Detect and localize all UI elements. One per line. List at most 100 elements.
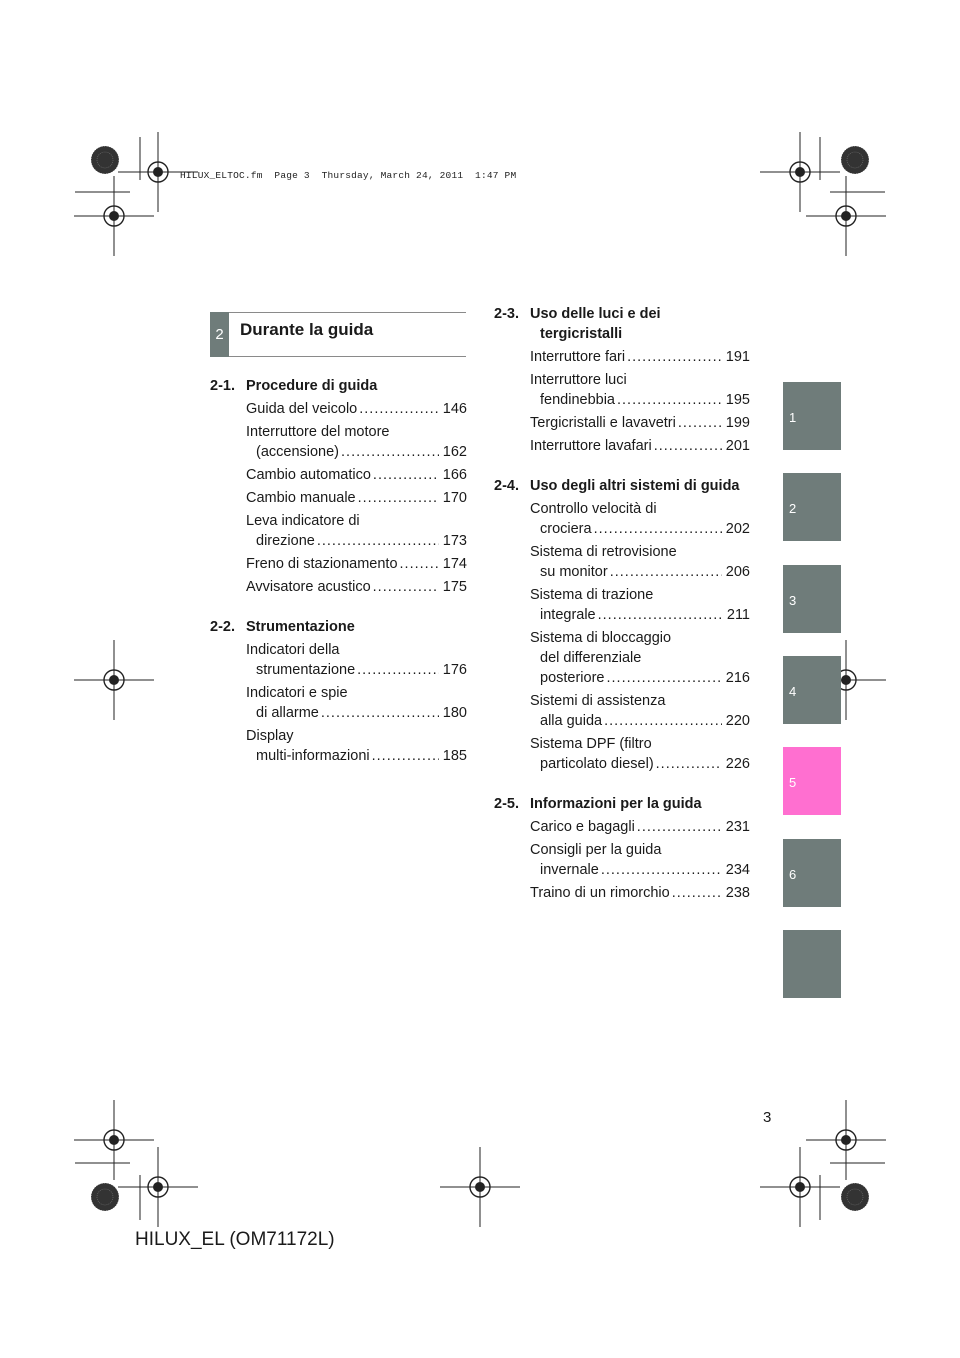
group-number: 2-1. [210,378,235,394]
group-heading[interactable]: 2-4. Uso degli altri sistemi di guida [494,476,750,496]
toc-entry[interactable]: Consigli per la guida invernale 234 [494,840,750,880]
chapter-tab-3[interactable]: 3 [783,565,841,633]
entry-title-cont: fendinebbia [540,392,615,408]
footer-code: HILUX_EL (OM71172L) [135,1229,335,1250]
entry-title: Interruttore luci [530,372,627,388]
toc-entry[interactable]: Interruttore del motore (accensione) 162 [210,422,467,462]
group-number: 2-3. [494,306,519,322]
crosshair-icon [759,131,841,213]
entry-title-cont: di allarme [256,705,319,721]
entry-page: 211 [726,607,750,623]
entry-page: 201 [725,438,750,454]
dot-leader [373,577,439,597]
toc-entry[interactable]: Sistema di retrovisione su monitor 206 [494,542,750,582]
wheel-mark-icon [90,1182,120,1212]
chapter-tab-label: 5 [789,775,797,790]
toc-entry[interactable]: Guida del veicolo 146 [210,399,467,419]
entry-last-line: di allarme 180 [246,703,467,723]
toc-entry[interactable]: Display multi-informazioni 185 [210,726,467,766]
dot-leader [654,436,722,456]
toc-entry[interactable]: Sistema di bloccaggio del differenziale po… [494,628,750,688]
entry-page: 191 [725,349,750,365]
group-heading[interactable]: 2-5. Informazioni per la guida [494,794,750,814]
crosshair-icon [73,1099,155,1181]
entry-title-line2: del differenziale [540,650,642,666]
entry-line: Interruttore fari 191 [530,347,750,367]
toc-entry[interactable]: Sistemi di assistenza alla guida 220 [494,691,750,731]
entry-title-cont: alla guida [540,713,603,729]
entry-last-line: alla guida 220 [530,711,750,731]
dot-leader [359,399,439,419]
entry-line: Tergicristalli e lavavetri 199 [530,413,750,433]
entry-title: Tergicristalli e lavavetri [530,415,676,431]
toc-entry[interactable]: Leva indicatore di direzione 173 [210,511,467,551]
crosshair-icon [73,175,155,257]
crosshair-icon [117,1146,199,1228]
entry-title-cont: (accensione) [256,444,340,460]
chapter-tab-2[interactable]: 2 [783,473,841,541]
dot-leader [594,519,722,539]
chapter-tab-label: 4 [789,684,797,699]
chapter-tab-5[interactable]: 5 [783,747,841,815]
group-number: 2-2. [210,619,235,635]
dot-leader [341,442,439,462]
chapter-tab-4[interactable]: 4 [783,656,841,724]
chapter-tab-index[interactable] [783,930,841,998]
entry-title: Sistema di bloccaggio [530,630,672,646]
entry-last-line: su monitor 206 [530,562,750,582]
toc-entry[interactable]: Indicatori e spie di allarme 180 [210,683,467,723]
wheel-mark-icon [840,145,870,175]
toc-group: 2-3. Uso delle luci e dei tergicristalli In… [494,304,750,456]
entry-last-line: fendinebbia 195 [530,390,750,410]
toc-entry[interactable]: Controllo velocità di crociera 202 [494,499,750,539]
toc-entry[interactable]: Cambio automatico 166 [210,465,467,485]
toc-entry[interactable]: Interruttore lavafari 201 [494,436,750,456]
toc-entry[interactable]: Freno di stazionamento 174 [210,554,467,574]
toc-group: 2-4. Uso degli altri sistemi di guida Cont… [494,476,750,774]
dot-leader [678,413,722,433]
entry-last-line: direzione 173 [246,531,467,551]
toc-entry[interactable]: Avvisatore acustico 175 [210,577,467,597]
entry-title: Cambio automatico [246,467,371,483]
toc-entry[interactable]: Carico e bagagli 231 [494,817,750,837]
toc-entry[interactable]: Sistema DPF (filtro particolato diesel) 22… [494,734,750,774]
dot-leader [321,703,439,723]
toc-entry[interactable]: Traino di un rimorchio 238 [494,883,750,903]
entry-line: Interruttore lavafari 201 [530,436,750,456]
entry-page: 202 [725,521,750,537]
entry-title: Carico e bagagli [530,819,635,835]
crosshair-icon [805,1099,887,1181]
dot-leader [372,746,439,766]
entry-title: Consigli per la guida [530,842,662,858]
dot-leader [598,605,723,625]
entry-title: Interruttore fari [530,349,626,365]
toc-entry[interactable]: Interruttore luci fendinebbia 195 [494,370,750,410]
toc-entry[interactable]: Cambio manuale 170 [210,488,467,508]
chapter-tab-6[interactable]: 6 [783,839,841,907]
chapter-tab-1[interactable]: 1 [783,382,841,450]
chapter-tab-label: 3 [789,593,797,608]
entry-line: Guida del veicolo 146 [246,399,467,419]
section-number-tab: 2 [210,312,229,357]
entry-page: 170 [442,490,467,506]
group-heading[interactable]: 2-1. Procedure di guida [210,376,467,396]
toc-entry[interactable]: Tergicristalli e lavavetri 199 [494,413,750,433]
group-heading[interactable]: 2-3. Uso delle luci e dei tergicristalli [494,304,750,344]
toc-entry[interactable]: Indicatori della strumentazione 176 [210,640,467,680]
entry-page: 176 [442,662,467,678]
entry-title-cont: posteriore [540,670,605,686]
toc-group: 2-2. Strumentazione Indicatori della strume… [210,617,467,766]
group-number: 2-5. [494,796,519,812]
toc-entry[interactable]: Sistema di trazione integrale 211 [494,585,750,625]
header-rule-top [229,312,466,313]
toc-entry[interactable]: Interruttore fari 191 [494,347,750,367]
crosshair-icon [439,1146,521,1228]
entry-line: Avvisatore acustico 175 [246,577,467,597]
group-title: Procedure di guida [246,378,378,394]
wheel-mark-icon [90,145,120,175]
group-heading[interactable]: 2-2. Strumentazione [210,617,467,637]
entry-title: Interruttore lavafari [530,438,652,454]
dot-leader [601,860,722,880]
chapter-tab-label: 2 [789,501,797,516]
